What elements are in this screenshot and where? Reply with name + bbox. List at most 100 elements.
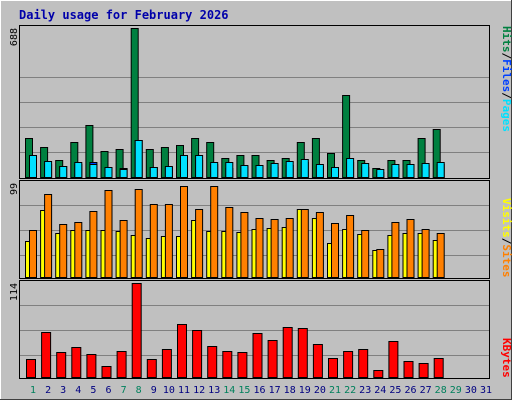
day-label-25: 25 (389, 385, 401, 396)
kbytes-bar-day-1 (26, 359, 36, 378)
day-label-6: 6 (105, 385, 111, 396)
kbytes-bar-day-21 (328, 358, 338, 378)
sites-bar-day-7 (119, 220, 128, 278)
kbytes-bar-day-6 (101, 366, 112, 378)
pages-bar-day-10 (164, 166, 173, 178)
day-label-27: 27 (420, 385, 432, 396)
pages-bar-day-17 (270, 163, 279, 178)
sites-bar-day-3 (59, 224, 68, 278)
pages-bar-day-11 (180, 155, 188, 178)
sites-bar-day-26 (406, 219, 415, 278)
hits-ymax-label: 688 (9, 28, 20, 46)
day-label-16: 16 (253, 385, 265, 396)
legend-slash-3: / (500, 238, 512, 245)
kbytes-bar-day-4 (71, 347, 82, 378)
day-label-7: 7 (121, 385, 127, 396)
legend-visits: Visits (500, 198, 512, 238)
pages-bar-day-16 (255, 165, 264, 178)
kbytes-bar-day-11 (177, 324, 187, 378)
kbytes-bar-day-25 (388, 341, 399, 378)
sites-bar-day-13 (210, 186, 219, 278)
day-label-9: 9 (151, 385, 157, 396)
day-label-1: 1 (30, 385, 36, 396)
legend-slash-1: / (500, 53, 512, 60)
day-label-17: 17 (269, 385, 281, 396)
kbytes-bar-day-12 (192, 330, 203, 378)
sites-bar-day-16 (255, 218, 264, 278)
sites-bar-day-28 (436, 233, 445, 278)
kbytes-bar-day-13 (207, 346, 218, 378)
pages-bar-day-23 (361, 163, 370, 178)
kbytes-bar-day-3 (56, 352, 67, 378)
pages-bar-day-2 (44, 161, 53, 178)
day-label-23: 23 (359, 385, 371, 396)
sites-bar-day-25 (391, 222, 400, 278)
day-label-5: 5 (90, 385, 96, 396)
day-label-2: 2 (45, 385, 51, 396)
sites-bar-day-15 (240, 212, 249, 278)
pages-bar-day-9 (149, 167, 158, 178)
kbytes-bar-day-5 (86, 354, 97, 378)
sites-bar-day-2 (44, 194, 53, 278)
sites-bar-day-18 (285, 218, 294, 278)
pages-bar-day-8 (134, 140, 143, 178)
day-label-19: 19 (299, 385, 311, 396)
sites-bar-day-1 (29, 230, 37, 278)
pages-bar-day-19 (300, 159, 309, 178)
day-label-20: 20 (314, 385, 326, 396)
kbytes-bar-day-28 (433, 358, 444, 378)
visits-ymax-label: 99 (9, 183, 20, 195)
pages-bar-day-25 (391, 164, 400, 178)
day-label-28: 28 (435, 385, 447, 396)
pages-bar-day-13 (210, 162, 219, 178)
day-label-8: 8 (136, 385, 142, 396)
sites-bar-day-11 (180, 186, 188, 278)
day-label-14: 14 (223, 385, 235, 396)
day-label-21: 21 (329, 385, 341, 396)
pages-bar-day-5 (89, 164, 98, 178)
kbytes-bar-day-16 (252, 333, 263, 378)
day-label-4: 4 (75, 385, 81, 396)
x-axis-labels: 1 2 3 4 5 6 7 8 9 10 11 12 13 14 15 16 17 18 19 20 21 22 23 24 2… (30, 385, 492, 396)
hits-legend: Hits/Files/Pages (500, 26, 512, 132)
kbytes-bar-day-22 (343, 351, 354, 378)
sites-bar-day-24 (376, 249, 385, 278)
pages-bar-day-6 (104, 167, 113, 178)
pages-bar-day-14 (225, 162, 234, 178)
day-label-12: 12 (193, 385, 205, 396)
pages-bar-day-20 (315, 164, 324, 178)
sites-bar-day-8 (134, 189, 143, 278)
sites-bar-day-4 (74, 222, 83, 278)
sites-bar-day-9 (149, 204, 158, 278)
day-label-15: 15 (238, 385, 250, 396)
pages-bar-day-24 (376, 169, 385, 178)
day-label-29: 29 (450, 385, 462, 396)
day-label-11: 11 (178, 385, 190, 396)
day-label-26: 26 (404, 385, 416, 396)
pages-bar-day-1 (29, 155, 37, 178)
sites-bar-day-22 (346, 215, 355, 278)
pages-bar-day-28 (436, 162, 445, 178)
legend-kbytes: KBytes (500, 338, 512, 378)
kbytes-bar-day-17 (267, 340, 278, 378)
pages-bar-day-4 (74, 162, 83, 178)
kbytes-bar-day-23 (358, 349, 369, 378)
sites-bar-day-14 (225, 207, 234, 278)
kbytes-bar-day-7 (116, 351, 127, 378)
sites-bar-day-5 (89, 211, 98, 278)
kbytes-bar-day-24 (373, 370, 384, 378)
sites-bar-day-6 (104, 190, 113, 278)
day-label-22: 22 (344, 385, 356, 396)
kbytes-bar-day-19 (297, 328, 308, 378)
kbytes-bar-day-8 (131, 283, 142, 378)
pages-bar-day-7 (119, 169, 128, 178)
legend-slash-2: / (500, 92, 512, 99)
kbytes-bar-day-27 (418, 363, 429, 378)
pages-bar-day-27 (421, 163, 430, 178)
sites-bar-day-20 (315, 212, 324, 278)
sites-bar-day-21 (331, 223, 339, 278)
kbytes-bar-day-18 (282, 327, 293, 378)
kbytes-bar-day-2 (41, 332, 52, 378)
pages-bar-day-21 (331, 167, 339, 178)
